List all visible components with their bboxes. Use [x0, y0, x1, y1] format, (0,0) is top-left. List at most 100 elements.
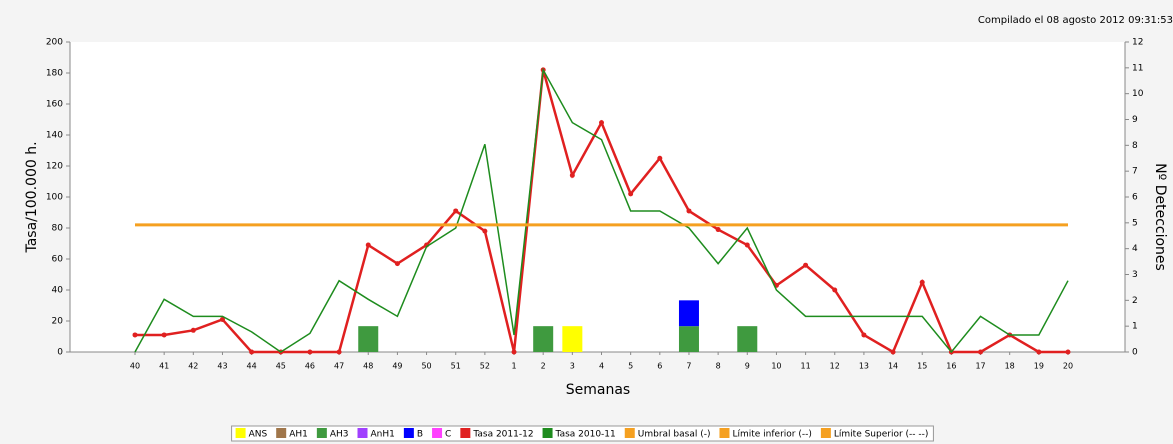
- line-marker: [132, 332, 138, 338]
- x-axis-label: Semanas: [566, 382, 630, 398]
- bar: [737, 326, 758, 352]
- x-tick-label: 11: [801, 362, 811, 371]
- line-marker: [453, 208, 459, 214]
- legend-label: AH1: [289, 430, 308, 440]
- legend-swatch: [719, 428, 730, 438]
- x-tick-label: 9: [745, 362, 750, 371]
- x-tick-label: 12: [830, 362, 840, 371]
- y2-tick-label: 11: [1132, 63, 1143, 73]
- legend-label: AH3: [330, 430, 349, 440]
- legend-swatch: [235, 428, 246, 438]
- x-tick-label: 49: [392, 362, 402, 371]
- bar: [562, 326, 583, 352]
- y-tick-label: 180: [46, 69, 63, 79]
- y2-tick-label: 10: [1132, 89, 1144, 99]
- legend-swatch: [432, 428, 443, 438]
- x-tick-label: 16: [946, 362, 956, 371]
- x-tick-label: 46: [305, 362, 315, 371]
- legend-swatch: [357, 428, 368, 438]
- line-marker: [161, 332, 167, 338]
- bar: [358, 326, 379, 352]
- line-marker: [394, 261, 400, 267]
- legend-swatch: [276, 428, 287, 438]
- bar: [678, 300, 699, 327]
- y2-tick-label: 1: [1132, 322, 1138, 332]
- line-marker: [686, 208, 692, 214]
- line-marker: [1065, 349, 1071, 355]
- line-marker: [628, 191, 634, 197]
- y2-tick-label: 8: [1132, 141, 1138, 151]
- legend-label: Umbral basal (-): [638, 430, 711, 440]
- x-tick-label: 6: [657, 362, 662, 371]
- y-tick-label: 60: [52, 255, 64, 265]
- y2-tick-label: 0: [1132, 348, 1138, 358]
- x-tick-label: 52: [480, 362, 490, 371]
- y-tick-label: 80: [52, 224, 64, 234]
- line-marker: [657, 155, 663, 161]
- x-tick-label: 10: [771, 362, 781, 371]
- y2-tick-label: 9: [1132, 115, 1138, 125]
- legend-swatch: [403, 428, 414, 438]
- y2-tick-label: 5: [1132, 218, 1138, 228]
- y2-tick-label: 2: [1132, 296, 1138, 306]
- x-tick-label: 15: [917, 362, 927, 371]
- x-tick-label: 51: [451, 362, 461, 371]
- legend-label: B: [417, 430, 423, 440]
- y2-tick-label: 3: [1132, 270, 1138, 280]
- x-tick-label: 20: [1063, 362, 1073, 371]
- y-tick-label: 200: [46, 38, 63, 48]
- y-tick-label: 100: [46, 193, 63, 203]
- line-marker: [890, 349, 896, 355]
- y2-tick-label: 4: [1132, 244, 1138, 254]
- legend-label: Límite inferior (--): [732, 430, 811, 440]
- legend: ANS AH1 AH3 AnH1 B C Tasa 2011-12 Tasa 2010-11 U…: [231, 425, 934, 442]
- line-marker: [365, 242, 371, 248]
- x-tick-label: 41: [159, 362, 169, 371]
- x-tick-label: 2: [541, 362, 546, 371]
- bar: [678, 326, 699, 352]
- y2-tick-label: 6: [1132, 193, 1138, 203]
- x-tick-label: 14: [888, 362, 898, 371]
- line-marker: [249, 349, 255, 355]
- y2-tick-label: 12: [1132, 38, 1143, 48]
- x-tick-label: 1: [511, 362, 516, 371]
- line-marker: [511, 349, 517, 355]
- legend-label: Tasa 2011-12: [472, 430, 533, 440]
- x-tick-label: 3: [570, 362, 575, 371]
- y-tick-label: 160: [46, 100, 63, 110]
- bar: [533, 326, 554, 352]
- legend-label: Límite Superior (-- --): [834, 430, 929, 440]
- x-tick-label: 43: [217, 362, 227, 371]
- x-tick-label: 5: [628, 362, 633, 371]
- line: [134, 67, 1069, 354]
- line-marker: [1036, 349, 1042, 355]
- legend-label: AnH1: [371, 430, 395, 440]
- line-marker: [190, 327, 196, 333]
- x-tick-label: 13: [859, 362, 869, 371]
- legend-label: ANS: [249, 430, 268, 440]
- x-tick-label: 42: [188, 362, 198, 371]
- line-marker: [336, 349, 342, 355]
- plot-area: [70, 42, 1125, 352]
- line-marker: [803, 262, 809, 268]
- line-marker: [307, 349, 313, 355]
- legend-label: C: [445, 430, 451, 440]
- x-tick-label: 50: [421, 362, 431, 371]
- y-tick-label: 120: [46, 162, 63, 172]
- line-marker: [978, 349, 984, 355]
- y-tick-label: 40: [52, 286, 64, 296]
- legend-swatch: [460, 428, 471, 438]
- line-marker: [744, 242, 750, 248]
- x-tick-label: 40: [130, 362, 140, 371]
- x-tick-label: 19: [1034, 362, 1044, 371]
- y-axis-label: Tasa/100.000 h.: [24, 141, 40, 253]
- line-marker: [599, 120, 604, 126]
- line-marker: [861, 332, 867, 338]
- line-marker: [482, 228, 488, 234]
- x-tick-label: 47: [334, 362, 344, 371]
- legend-swatch: [820, 428, 831, 438]
- x-tick-label: 48: [363, 362, 373, 371]
- y2-axis-label: Nº Detecciones: [1152, 163, 1168, 271]
- x-tick-label: 45: [276, 362, 286, 371]
